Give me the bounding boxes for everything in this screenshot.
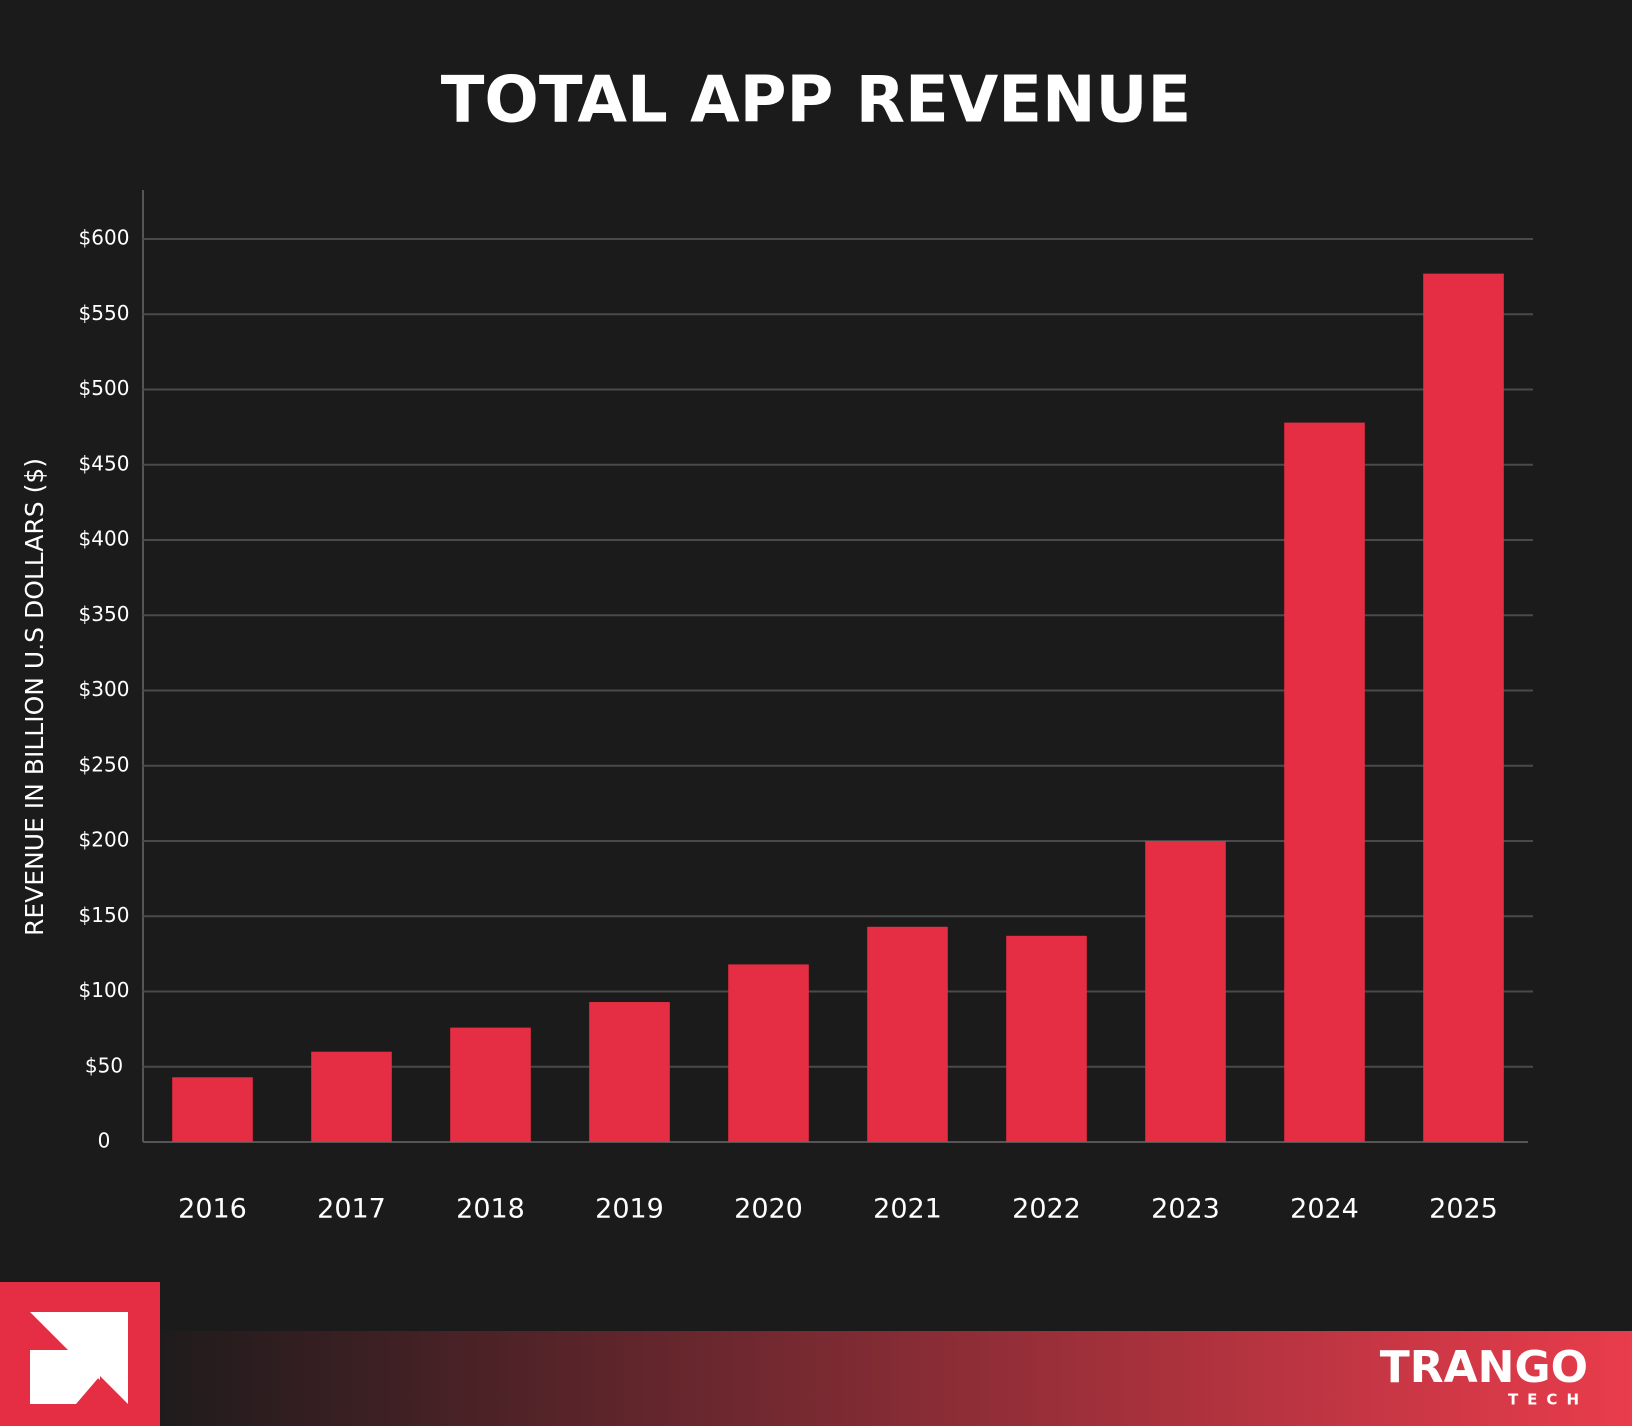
brand-sub: TECH [1508, 1391, 1588, 1409]
x-tick-label: 2017 [317, 1194, 386, 1225]
y-tick-label: $550 [79, 301, 130, 325]
y-tick-label: $300 [79, 677, 130, 701]
x-tick-label: 2016 [178, 1194, 247, 1225]
bar [172, 1077, 253, 1142]
bar [589, 1002, 670, 1142]
y-tick-label: 0 [98, 1129, 111, 1153]
y-tick-label: $150 [79, 903, 130, 927]
y-axis-label: REVENUE IN BILLION U.S DOLLARS ($) [20, 458, 49, 936]
x-tick-label: 2025 [1429, 1194, 1498, 1225]
bar [450, 1027, 531, 1142]
y-tick-label: $250 [79, 752, 130, 776]
bar [867, 926, 948, 1142]
bar [311, 1051, 392, 1142]
x-tick-label: 2022 [1012, 1194, 1081, 1225]
x-tick-label: 2024 [1290, 1194, 1359, 1225]
x-tick-label: 2019 [595, 1194, 664, 1225]
bar [1145, 841, 1226, 1142]
bar [728, 964, 809, 1142]
footer-band [160, 1331, 1632, 1426]
brand-name: TRANGO [1380, 1342, 1588, 1393]
y-tick-label: $500 [79, 376, 130, 400]
chart-title: TOTAL APP REVENUE [441, 64, 1191, 138]
x-tick-label: 2018 [456, 1194, 525, 1225]
y-tick-label: $100 [79, 978, 130, 1002]
x-tick-label: 2023 [1151, 1194, 1220, 1225]
x-tick-label: 2020 [734, 1194, 803, 1225]
bar [1284, 422, 1365, 1142]
bar [1423, 273, 1504, 1142]
y-tick-label: $50 [85, 1053, 123, 1077]
x-tick-label: 2021 [873, 1194, 942, 1225]
y-tick-label: $200 [79, 828, 130, 852]
y-tick-label: $600 [79, 226, 130, 250]
y-tick-label: $350 [79, 602, 130, 626]
logo-icon [30, 1312, 128, 1404]
y-tick-label: $400 [79, 527, 130, 551]
y-tick-label: $450 [79, 451, 130, 475]
bar [1006, 935, 1087, 1142]
